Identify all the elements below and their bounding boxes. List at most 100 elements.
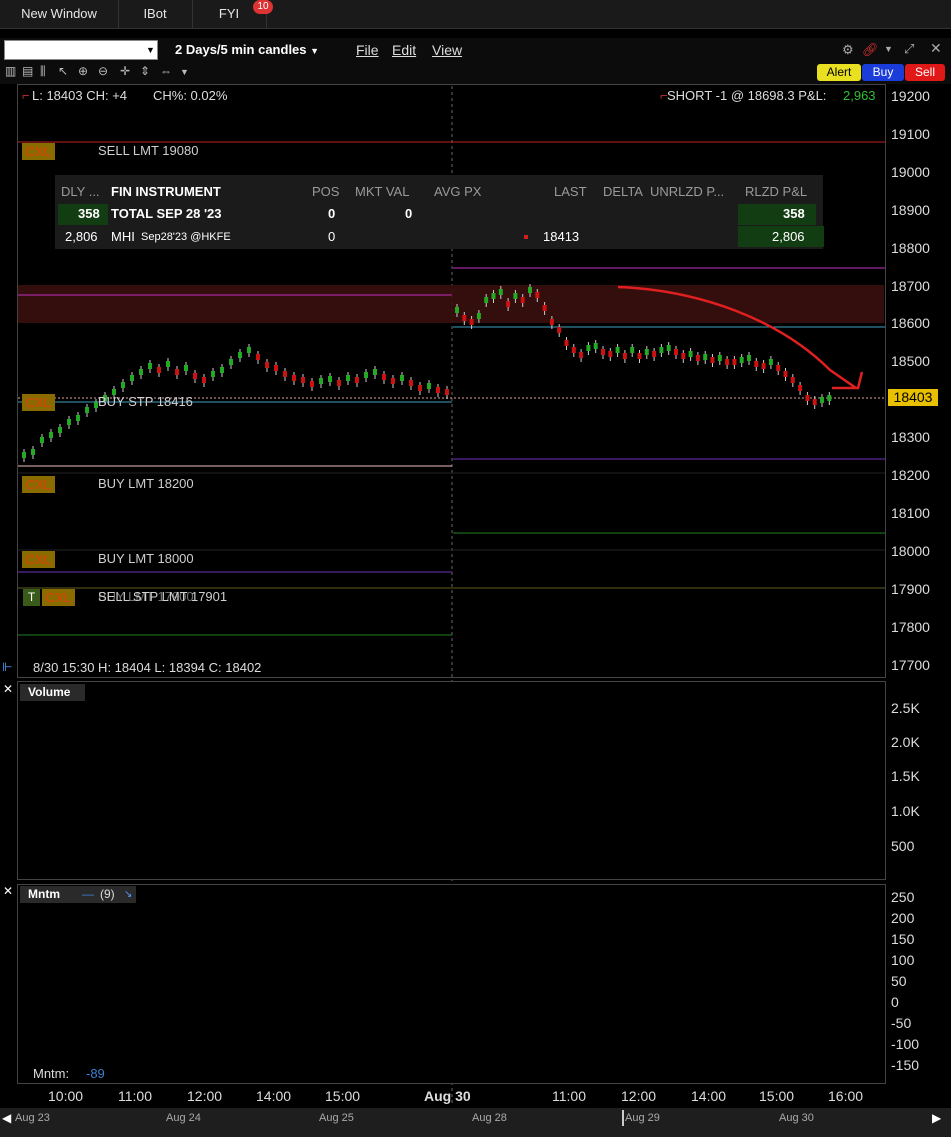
study-icon[interactable]: ⫼: [40, 64, 46, 78]
fit-icon[interactable]: ⇕: [140, 64, 151, 78]
price-tick: 19200: [891, 88, 930, 104]
col-dly[interactable]: DLY ...: [61, 184, 100, 199]
mntm-param: (9): [100, 887, 115, 901]
bar-chart-icon[interactable]: ▥: [5, 64, 17, 78]
menu-view[interactable]: View: [432, 42, 463, 58]
crosshair-icon[interactable]: ✛: [120, 64, 131, 78]
candle-body: [121, 382, 125, 388]
col-unrlzd[interactable]: UNRLZD P...: [650, 184, 725, 199]
col-pos[interactable]: POS: [312, 184, 340, 199]
col-last[interactable]: LAST: [554, 184, 587, 199]
symbol-input[interactable]: [4, 40, 158, 60]
more-icon[interactable]: ▼: [180, 67, 189, 77]
mntm-settings-icon[interactable]: ↘: [124, 889, 133, 900]
zoom-out-icon[interactable]: ⊖: [98, 64, 109, 78]
mntm-value-label: Mntm:: [33, 1066, 70, 1081]
header-arrow-icon: ⌐: [22, 88, 30, 103]
candle-body: [166, 361, 170, 367]
candle-body: [391, 378, 395, 384]
mntm-title: Mntm: [28, 887, 60, 901]
row-last: 18413: [543, 229, 580, 244]
tab-fyi[interactable]: FYI: [192, 0, 267, 28]
candle-body: [528, 287, 532, 293]
menu-edit[interactable]: Edit: [392, 42, 417, 58]
candle-body: [274, 365, 278, 371]
close-icon[interactable]: ✕: [930, 40, 942, 56]
buy-lmt-2-label: BUY LMT 18000: [98, 551, 194, 566]
momentum-panel[interactable]: [17, 884, 886, 1084]
candle-body: [593, 343, 598, 349]
price-tick: 18700: [891, 277, 930, 294]
time-tick: 12:00: [187, 1088, 223, 1104]
close-volume-icon[interactable]: ✕: [3, 682, 14, 696]
time-tick: 10:00: [48, 1088, 84, 1104]
annotation-arrowhead: [832, 371, 864, 390]
candle-body: [666, 345, 671, 351]
time-tick: 11:00: [552, 1088, 586, 1104]
col-instrument[interactable]: FIN INSTRUMENT: [111, 184, 221, 199]
close-mntm-icon[interactable]: ✕: [3, 884, 14, 898]
cursor-icon[interactable]: ↖: [58, 64, 69, 78]
candle-body: [674, 349, 678, 355]
cancel-sell-stp-button[interactable]: CXL: [42, 589, 75, 606]
candle-body: [319, 378, 323, 384]
period-selector[interactable]: 2 Days/5 min candles ▼: [175, 42, 319, 57]
mntm-tick: 200: [891, 910, 915, 926]
candle-body: [67, 419, 71, 425]
candle-body: [58, 427, 62, 433]
annotation-curve: [617, 285, 857, 390]
cancel-sell-lmt-button[interactable]: CXL: [22, 143, 55, 160]
candle-body: [292, 375, 296, 381]
chevron-down-icon[interactable]: ▼: [146, 45, 155, 55]
price-tick: 17700: [891, 656, 930, 673]
gear-icon[interactable]: ⚙: [842, 42, 854, 57]
mntm-tick: 250: [891, 889, 915, 905]
col-mktval[interactable]: MKT VAL: [355, 184, 410, 199]
zoom-in-icon[interactable]: ⊕: [78, 64, 89, 78]
date-navigator[interactable]: [0, 1108, 951, 1137]
col-rlzd[interactable]: RLZD P&L: [745, 184, 808, 199]
col-avgpx[interactable]: AVG PX: [434, 184, 482, 199]
candle-body: [805, 395, 810, 401]
mntm-tick: -50: [891, 1015, 912, 1031]
position-pnl: 2,963: [843, 88, 876, 103]
menu-file[interactable]: File: [356, 42, 379, 58]
candle-body: [211, 371, 215, 377]
range-handle-left[interactable]: [622, 1110, 624, 1126]
volume-panel[interactable]: [17, 681, 886, 880]
detach-icon[interactable]: ⤢: [904, 41, 915, 56]
total-pos: 0: [328, 206, 336, 221]
candle-body: [615, 347, 620, 353]
candles-icon[interactable]: ▤: [22, 64, 34, 78]
sell-button[interactable]: Sell: [905, 64, 945, 81]
link-icon[interactable]: 🔗︎: [862, 42, 879, 57]
row-pos: 0: [328, 229, 336, 244]
alert-button[interactable]: Alert: [817, 64, 861, 81]
candle-body: [564, 340, 569, 346]
scroll-icon[interactable]: ⇔: [160, 64, 172, 78]
candle-body: [491, 293, 496, 299]
cancel-buy-stp-button[interactable]: CXL: [22, 394, 55, 411]
scroll-left-icon[interactable]: ◀: [2, 1111, 12, 1125]
price-tick: 18300: [891, 429, 930, 446]
cancel-buy-lmt-2-button[interactable]: CXL: [22, 551, 55, 568]
candle-body: [301, 377, 305, 383]
scroll-right-icon[interactable]: ▶: [932, 1111, 942, 1125]
mntm-tick: 150: [891, 931, 915, 947]
cancel-buy-lmt-1-button[interactable]: CXL: [22, 476, 55, 493]
sell-stp-label: SELL STP LMT 17901: [98, 589, 228, 604]
transmit-button[interactable]: T: [23, 589, 40, 606]
candle-body: [798, 385, 803, 391]
tab-new-window[interactable]: New Window: [0, 0, 119, 28]
window-tab-bar: New Window IBot FYI 10: [0, 0, 951, 29]
candle-body: [445, 389, 449, 395]
candle-body: [506, 301, 511, 307]
period-label: 2 Days/5 min candles: [175, 42, 307, 57]
candle-body: [364, 372, 368, 378]
buy-button[interactable]: Buy: [862, 64, 904, 81]
candle-body: [549, 319, 554, 325]
col-delta[interactable]: DELTA: [603, 184, 643, 199]
price-tick: 17800: [891, 618, 930, 635]
dropdown-icon[interactable]: ▼: [884, 44, 893, 54]
tab-ibot[interactable]: IBot: [118, 0, 193, 28]
